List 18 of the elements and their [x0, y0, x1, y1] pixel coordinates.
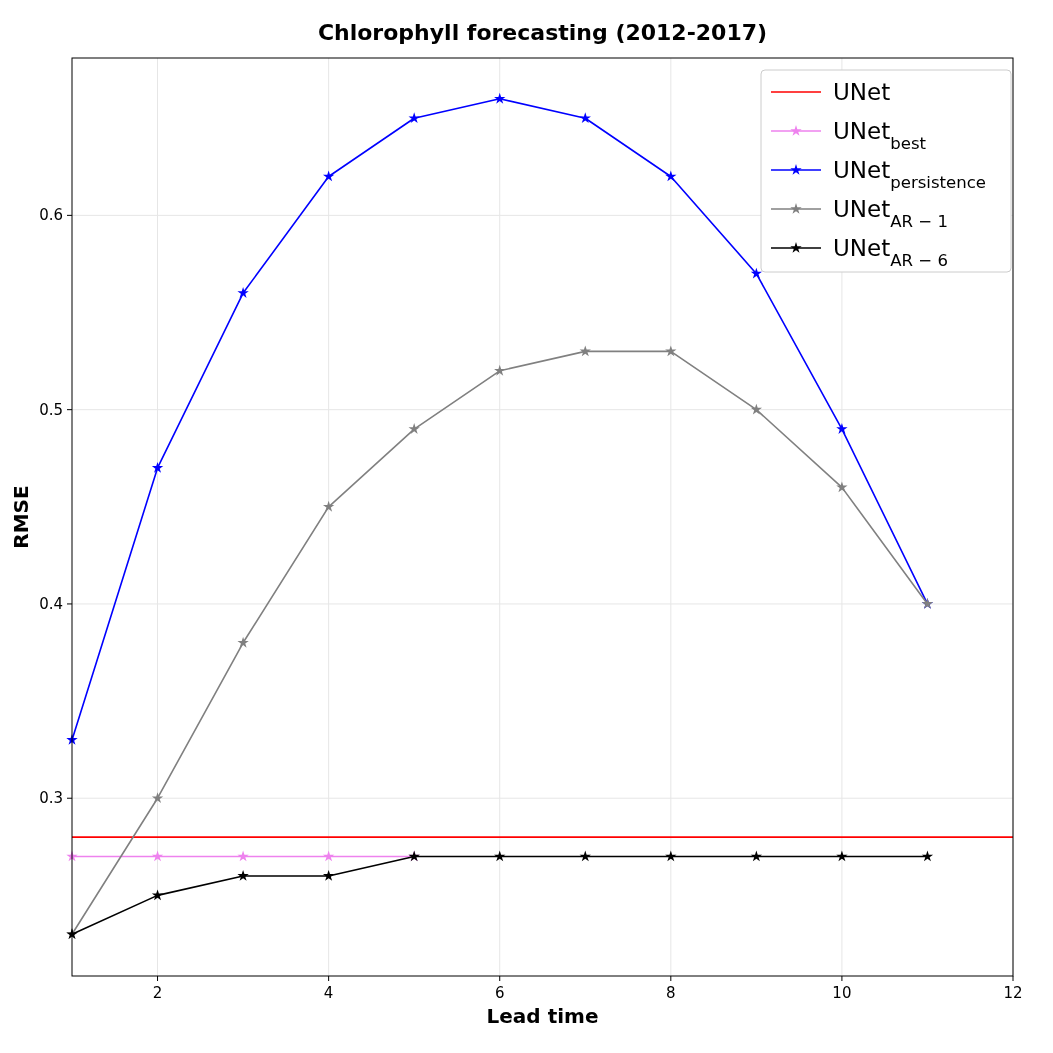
legend-label: UNet$_{persistence}$ — [833, 157, 986, 192]
legend-label: UNet$_{AR − 1}$ — [833, 196, 948, 231]
y-tick-label: 0.6 — [39, 206, 63, 225]
x-tick-label: 8 — [666, 984, 676, 1002]
x-tick-label: 10 — [832, 984, 852, 1002]
x-axis-title: Lead time — [486, 1004, 599, 1028]
x-tick-label: 12 — [1003, 984, 1023, 1002]
legend-label: UNet$_{AR − 6}$ — [833, 235, 948, 270]
y-tick-label: 0.3 — [39, 789, 63, 808]
chart-title: Chlorophyll forecasting (2012-2017) — [317, 20, 768, 45]
y-tick-label: 0.4 — [39, 594, 63, 613]
x-tick-label: 4 — [323, 984, 334, 1002]
y-tick-label: 0.5 — [39, 400, 63, 419]
x-tick-label: 6 — [494, 984, 505, 1002]
legend-label: UNet$_{best}$ — [833, 118, 927, 153]
x-tick-label: 2 — [152, 984, 163, 1002]
legend-label: UNet — [833, 79, 891, 105]
y-axis-title: RMSE — [9, 485, 33, 549]
